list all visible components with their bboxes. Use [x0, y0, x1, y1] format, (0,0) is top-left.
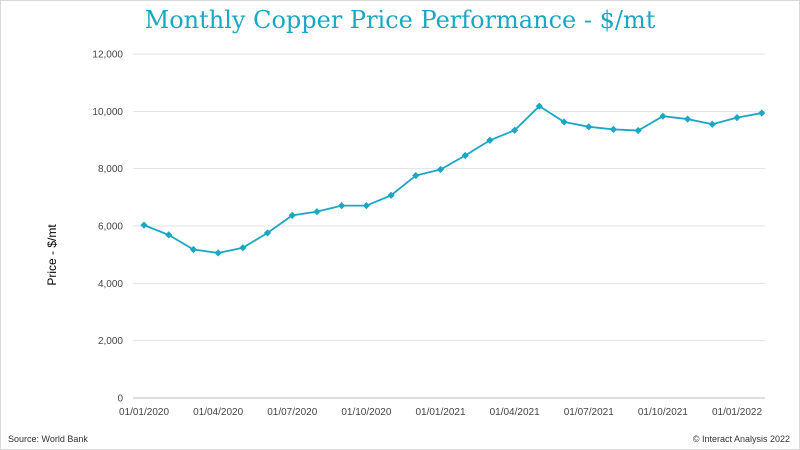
y-tick-label: 12,000: [92, 50, 123, 61]
data-point: [486, 136, 494, 144]
data-point: [733, 114, 741, 122]
gridlines: [133, 53, 765, 399]
x-tick-label: 01/04/2020: [193, 407, 243, 418]
data-point: [659, 112, 667, 120]
copyright-note: © Interact Analysis 2022: [692, 434, 790, 444]
data-point: [634, 126, 642, 135]
data-point: [511, 126, 519, 134]
data-point: [609, 125, 618, 133]
data-point: [165, 231, 173, 239]
data-point: [214, 249, 222, 257]
chart-title: Monthly Copper Price Performance - $/mt: [144, 6, 656, 34]
x-tick-label: 01/10/2020: [341, 407, 391, 418]
x-tick-label: 01/10/2021: [638, 407, 688, 418]
y-tick-label: 6,000: [98, 222, 123, 233]
x-tick-label: 01/01/2021: [415, 407, 465, 418]
data-point: [585, 123, 593, 131]
data-point: [461, 151, 469, 160]
x-tick-label: 01/04/2021: [490, 407, 540, 418]
x-tick-label: 01/07/2021: [564, 407, 614, 418]
data-point: [313, 208, 321, 216]
y-tick-label: 4,000: [98, 279, 123, 290]
x-tick-label: 01/01/2022: [712, 407, 762, 418]
data-point: [263, 229, 272, 237]
y-tick-label: 2,000: [98, 336, 123, 347]
data-point: [708, 120, 716, 128]
y-tick-label: 10,000: [92, 107, 123, 118]
data-point: [189, 245, 198, 254]
data-point: [436, 165, 445, 174]
data-point: [288, 211, 296, 219]
y-tick-label: 8,000: [98, 164, 123, 175]
data-point: [239, 244, 247, 252]
data-point: [683, 115, 692, 123]
data-point: [338, 202, 346, 210]
source-note: Source: World Bank: [8, 434, 88, 444]
data-point: [535, 102, 543, 110]
x-tick-label: 01/07/2020: [267, 407, 317, 418]
x-tick-label: 01/01/2020: [119, 407, 169, 418]
y-axis-ticks: 0 2,000 4,000 6,000 8,000 10,000 12,000: [92, 50, 123, 405]
data-point: [560, 118, 568, 126]
series-line: [143, 105, 762, 254]
data-point: [362, 202, 370, 210]
x-axis-ticks: 01/01/2020 01/04/2020 01/07/2020 01/10/2020…: [119, 407, 762, 418]
y-tick-label: 0: [117, 394, 123, 405]
series-copper-price: [140, 102, 766, 257]
data-point: [140, 221, 148, 229]
data-point: [412, 171, 420, 180]
data-point: [758, 109, 766, 117]
data-point: [387, 191, 395, 199]
